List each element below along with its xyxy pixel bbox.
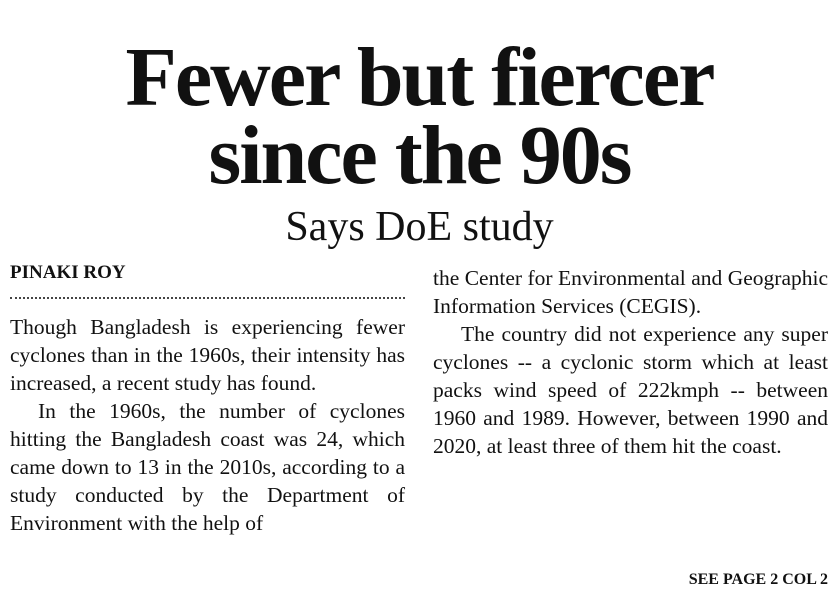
paragraph: In the 1960s, the number of cyclones hit… — [10, 399, 405, 535]
byline: PINAKI ROY — [10, 262, 126, 283]
paragraph: the Center for Environmental and Geograp… — [433, 266, 828, 318]
paragraph: Though Bangladesh is experiencing fewer … — [10, 315, 405, 395]
headline: since the 90s — [208, 109, 633, 202]
headline: Fewer but fiercer — [125, 31, 716, 124]
subtitle: Says DoE study — [285, 204, 554, 250]
column: Though Bangladesh is experiencing fewer … — [10, 313, 405, 537]
paragraph: The country did not experience any super… — [433, 322, 828, 458]
continuation: SEE PAGE 2 COL 2 — [688, 571, 828, 588]
divider — [10, 297, 405, 299]
column: the Center for Environmental and Geograp… — [433, 264, 828, 460]
